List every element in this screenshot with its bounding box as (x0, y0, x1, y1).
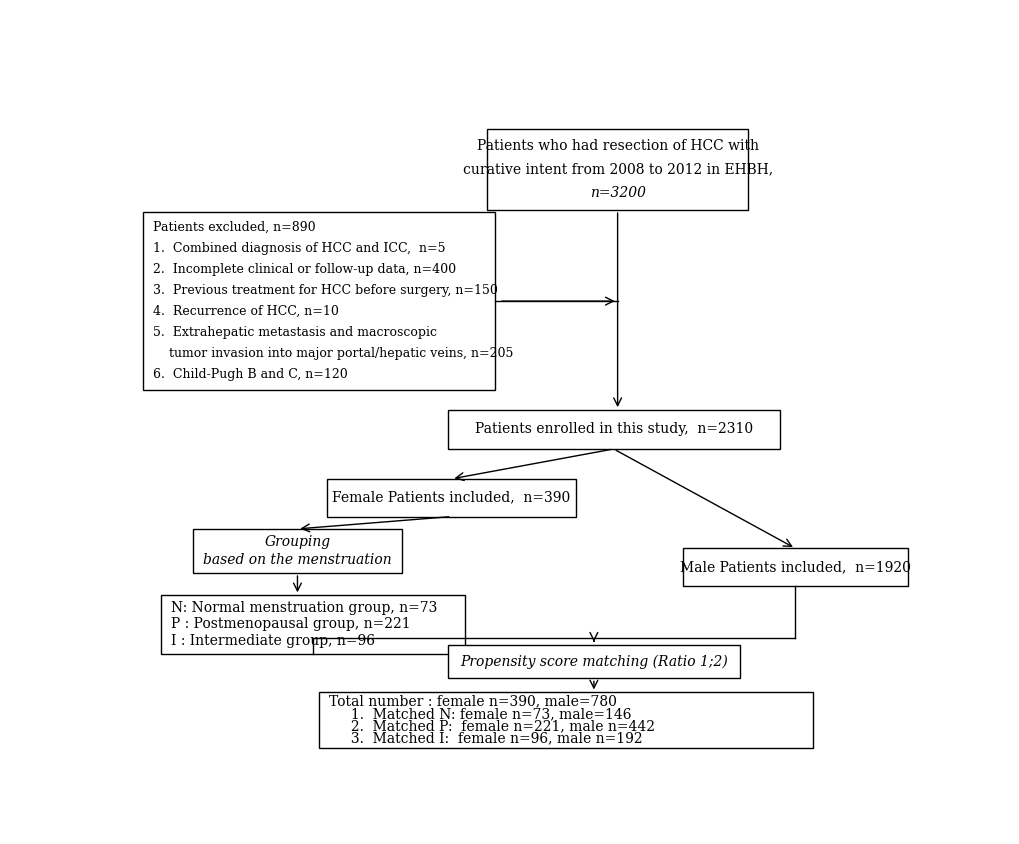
Text: Patients enrolled in this study,  n=2310: Patients enrolled in this study, n=2310 (474, 423, 752, 436)
FancyBboxPatch shape (447, 410, 779, 449)
Text: 2.  Incomplete clinical or follow-up data, n=400: 2. Incomplete clinical or follow-up data… (153, 263, 455, 276)
Text: n=3200: n=3200 (589, 186, 645, 200)
Text: Patients who had resection of HCC with: Patients who had resection of HCC with (476, 139, 758, 154)
FancyBboxPatch shape (319, 692, 812, 748)
FancyBboxPatch shape (487, 129, 747, 210)
Text: based on the menstruation: based on the menstruation (203, 553, 391, 567)
Text: N: Normal menstruation group, n=73: N: Normal menstruation group, n=73 (170, 601, 436, 614)
Text: 3.  Previous treatment for HCC before surgery, n=150: 3. Previous treatment for HCC before sur… (153, 284, 497, 297)
FancyBboxPatch shape (161, 595, 465, 653)
Text: tumor invasion into major portal/hepatic veins, n=205: tumor invasion into major portal/hepatic… (153, 347, 513, 360)
FancyBboxPatch shape (447, 645, 740, 679)
Text: 3.  Matched I:  female n=96, male n=192: 3. Matched I: female n=96, male n=192 (328, 732, 642, 745)
FancyBboxPatch shape (143, 212, 494, 391)
Text: Total number : female n=390, male=780: Total number : female n=390, male=780 (328, 695, 615, 709)
Text: Propensity score matching (Ratio 1;2): Propensity score matching (Ratio 1;2) (460, 654, 728, 668)
Text: Patients excluded, n=890: Patients excluded, n=890 (153, 221, 315, 234)
Text: 6.  Child-Pugh B and C, n=120: 6. Child-Pugh B and C, n=120 (153, 368, 347, 381)
Text: Male Patients included,  n=1920: Male Patients included, n=1920 (680, 560, 910, 574)
Text: Grouping: Grouping (264, 535, 330, 549)
Text: 1.  Matched N: female n=73, male=146: 1. Matched N: female n=73, male=146 (328, 706, 631, 721)
Text: I : Intermediate group, n=96: I : Intermediate group, n=96 (170, 634, 374, 648)
Text: 5.  Extrahepatic metastasis and macroscopic: 5. Extrahepatic metastasis and macroscop… (153, 326, 436, 339)
FancyBboxPatch shape (327, 479, 576, 517)
Text: curative intent from 2008 to 2012 in EHBH,: curative intent from 2008 to 2012 in EHB… (462, 163, 772, 176)
Text: 4.  Recurrence of HCC, n=10: 4. Recurrence of HCC, n=10 (153, 306, 338, 318)
FancyBboxPatch shape (682, 549, 907, 586)
Text: P : Postmenopausal group, n=221: P : Postmenopausal group, n=221 (170, 618, 410, 631)
Text: 1.  Combined diagnosis of HCC and ICC,  n=5: 1. Combined diagnosis of HCC and ICC, n=… (153, 242, 445, 255)
FancyBboxPatch shape (193, 529, 401, 573)
Text: Female Patients included,  n=390: Female Patients included, n=390 (332, 490, 571, 505)
Text: 2.  Matched P:  female n=221, male n=442: 2. Matched P: female n=221, male n=442 (328, 719, 654, 733)
